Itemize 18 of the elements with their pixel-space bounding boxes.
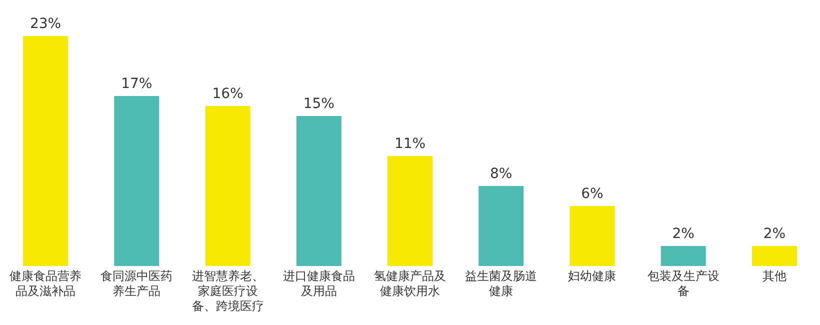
x-tick-label: 食同源中医药养生产品 (100, 269, 174, 299)
data-label: 23% (28, 16, 62, 32)
x-tick-label: 进智慧养老、家庭医疗设备、跨境医疗 (190, 269, 265, 314)
data-label: 17% (120, 76, 154, 92)
data-label: 16% (211, 86, 244, 102)
x-tick-label: 益生菌及肠道健康 (464, 269, 538, 299)
x-tick-label: 妇幼健康 (567, 269, 618, 284)
x-tick-label: 健康食品营养品及滋补品 (8, 269, 83, 299)
x-tick-label: 氢健康产品及健康饮用水 (373, 269, 447, 299)
data-label: 6% (580, 186, 604, 202)
x-tick-label: 进口健康食品及用品 (282, 269, 356, 299)
data-label: 2% (671, 226, 696, 242)
data-label: 11% (393, 136, 427, 152)
data-label: 2% (762, 226, 787, 242)
x-tick-label: 包装及生产设备 (646, 269, 720, 299)
x-tick-label: 其他 (761, 269, 788, 284)
data-label: 8% (489, 166, 514, 182)
data-label: 15% (302, 96, 336, 112)
